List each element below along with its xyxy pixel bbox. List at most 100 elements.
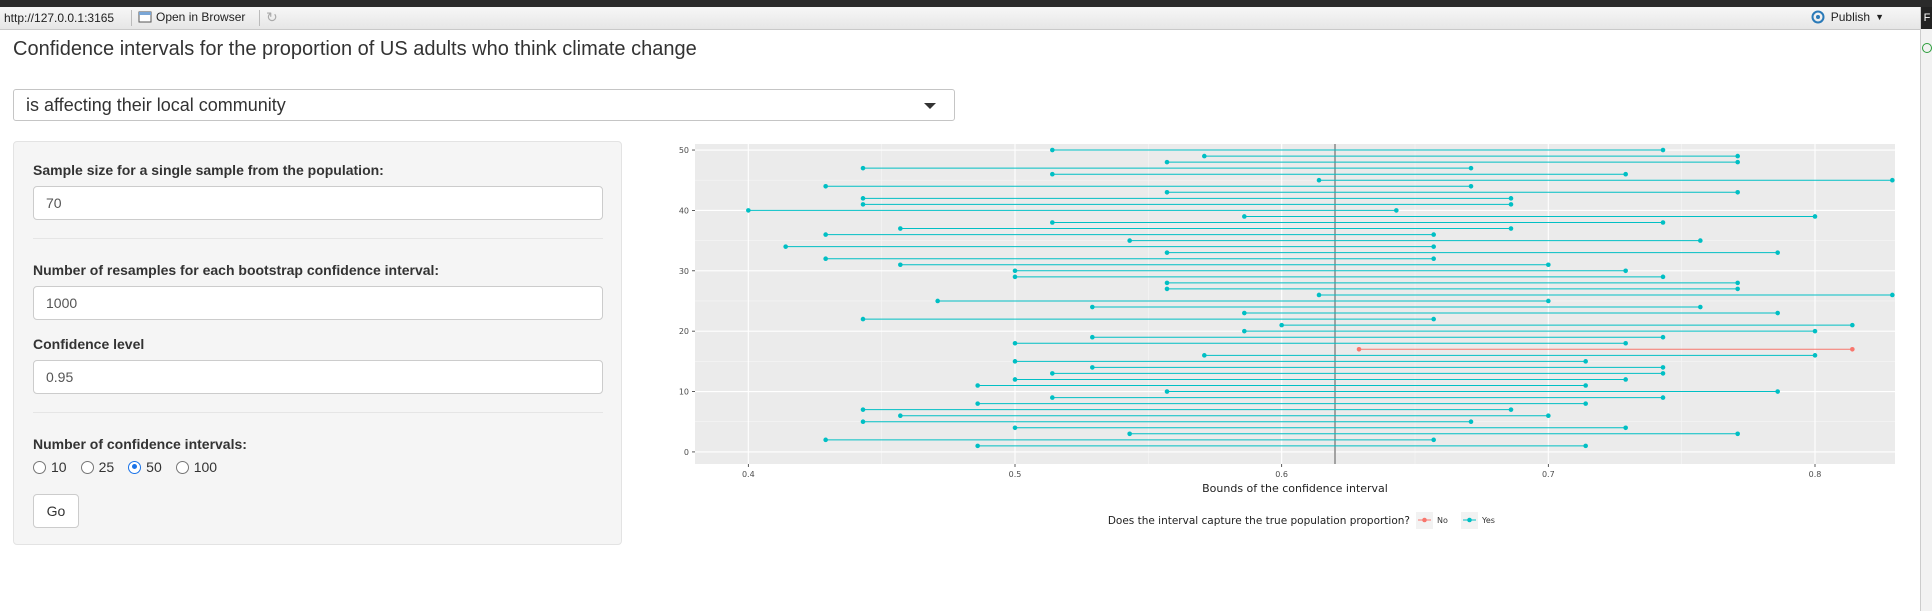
lower-bound-point bbox=[1090, 334, 1095, 340]
interval-4 bbox=[1012, 425, 1628, 431]
confidence-level-input[interactable] bbox=[33, 360, 603, 394]
radio-option-50[interactable]: 50 bbox=[128, 459, 162, 475]
y-tick-label: 0 bbox=[684, 448, 689, 457]
interval-7 bbox=[860, 407, 1514, 412]
add-icon[interactable] bbox=[1922, 43, 1932, 53]
interval-37 bbox=[898, 226, 1514, 231]
open-in-browser-label: Open in Browser bbox=[156, 10, 246, 24]
lower-bound-point bbox=[1127, 238, 1132, 243]
publish-button[interactable]: Publish ▼ bbox=[1810, 10, 1884, 24]
upper-bound-point bbox=[1623, 171, 1628, 177]
lower-bound-point bbox=[975, 383, 980, 388]
upper-bound-point bbox=[1508, 196, 1514, 201]
interval-21 bbox=[1279, 322, 1855, 328]
adjacent-pane-edge: F bbox=[1920, 7, 1932, 611]
open-in-browser-button[interactable]: Open in Browser bbox=[138, 10, 245, 24]
caret-down-icon bbox=[924, 103, 936, 109]
upper-bound-point bbox=[1583, 359, 1588, 364]
sample-size-input[interactable] bbox=[33, 186, 603, 220]
toolbar-divider bbox=[131, 10, 132, 26]
upper-bound-point bbox=[1431, 437, 1436, 443]
lower-bound-point bbox=[1316, 292, 1322, 298]
toolbar-divider bbox=[259, 10, 260, 26]
upper-bound-point bbox=[1660, 334, 1666, 340]
statement-select-value: is affecting their local community bbox=[26, 95, 286, 115]
lower-bound-point bbox=[898, 226, 903, 231]
interval-16 bbox=[1202, 353, 1818, 358]
upper-bound-point bbox=[1850, 322, 1855, 328]
interval-34 bbox=[783, 244, 1436, 249]
y-tick-label: 50 bbox=[679, 146, 689, 155]
upper-bound-point bbox=[1431, 316, 1436, 322]
lower-bound-point bbox=[1164, 389, 1170, 394]
num-intervals-radio-group: 10 25 50 100 bbox=[33, 459, 217, 475]
url-label: http://127.0.0.1:3165 bbox=[4, 11, 115, 25]
x-axis-title: Bounds of the confidence interval bbox=[1202, 482, 1388, 495]
upper-bound-point bbox=[1468, 183, 1474, 189]
legend-key-point bbox=[1467, 517, 1472, 523]
lower-bound-point bbox=[860, 419, 866, 425]
upper-bound-point bbox=[1660, 371, 1666, 376]
chevron-down-icon[interactable]: ▼ bbox=[1875, 12, 1884, 22]
page-title: Confidence intervals for the proportion … bbox=[13, 38, 697, 60]
legend-item-yes: Yes bbox=[1461, 512, 1495, 529]
interval-42 bbox=[860, 196, 1514, 201]
confidence-interval-plot: 0.4 0.5 0.6 0.7 0.8 0 10 20 30 40 50 Bounds of the… bbox=[679, 144, 1895, 529]
lower-bound-point bbox=[1356, 346, 1362, 352]
lower-bound-point bbox=[1242, 214, 1247, 219]
radio-option-100[interactable]: 100 bbox=[175, 459, 217, 475]
radio-option-10[interactable]: 10 bbox=[33, 459, 67, 475]
interval-44 bbox=[823, 183, 1474, 189]
upper-bound-point bbox=[1546, 413, 1551, 418]
num-intervals-label: Number of confidence intervals: bbox=[33, 436, 247, 452]
interval-45 bbox=[1316, 177, 1895, 183]
lower-bound-point bbox=[1202, 153, 1207, 159]
refresh-icon[interactable]: ↻ bbox=[266, 9, 278, 25]
upper-bound-point bbox=[1735, 286, 1740, 292]
upper-bound-point bbox=[1431, 256, 1436, 262]
radio-circle[interactable] bbox=[33, 460, 46, 474]
go-button[interactable]: Go bbox=[33, 494, 79, 528]
lower-bound-point bbox=[860, 316, 866, 322]
upper-bound-point bbox=[1812, 214, 1818, 219]
upper-bound-point bbox=[1468, 165, 1474, 171]
adjacent-pane-label: F bbox=[1921, 7, 1932, 29]
lower-bound-point bbox=[1012, 274, 1018, 280]
upper-bound-point bbox=[1546, 298, 1551, 304]
plot-panel bbox=[695, 144, 1895, 464]
interval-27 bbox=[1164, 286, 1740, 292]
upper-bound-point bbox=[1468, 419, 1474, 425]
lower-bound-point bbox=[860, 407, 866, 412]
publish-label: Publish bbox=[1830, 10, 1871, 24]
legend-item-no: No bbox=[1416, 512, 1448, 529]
interval-26 bbox=[1316, 292, 1895, 298]
radio-circle[interactable] bbox=[175, 460, 189, 474]
lower-bound-point bbox=[1050, 220, 1055, 225]
upper-bound-point bbox=[1431, 232, 1436, 237]
radio-circle[interactable] bbox=[80, 460, 94, 474]
interval-29 bbox=[1012, 274, 1666, 280]
lower-bound-point bbox=[1012, 340, 1018, 346]
upper-bound-point bbox=[1394, 208, 1399, 213]
interval-33 bbox=[1164, 250, 1780, 255]
statement-select[interactable]: is affecting their local community bbox=[13, 89, 955, 121]
upper-bound-point bbox=[1775, 310, 1780, 316]
radio-circle-selected[interactable] bbox=[128, 460, 142, 474]
lower-bound-point bbox=[823, 437, 828, 443]
interval-23 bbox=[1242, 310, 1780, 316]
upper-bound-point bbox=[1623, 340, 1628, 346]
lower-bound-point bbox=[898, 413, 903, 418]
interval-28 bbox=[1164, 280, 1740, 286]
interval-31 bbox=[898, 262, 1551, 268]
lower-bound-point bbox=[1050, 171, 1055, 177]
resamples-input[interactable] bbox=[33, 286, 603, 320]
legend-key-point bbox=[1422, 517, 1427, 523]
upper-bound-point bbox=[1660, 147, 1666, 153]
interval-49 bbox=[1202, 153, 1740, 159]
x-tick-label: 0.4 bbox=[742, 470, 755, 479]
radio-option-25[interactable]: 25 bbox=[80, 459, 114, 475]
interval-6 bbox=[898, 413, 1551, 418]
upper-bound-point bbox=[1623, 377, 1628, 382]
interval-3 bbox=[1127, 431, 1740, 437]
y-tick-label: 20 bbox=[679, 327, 689, 336]
